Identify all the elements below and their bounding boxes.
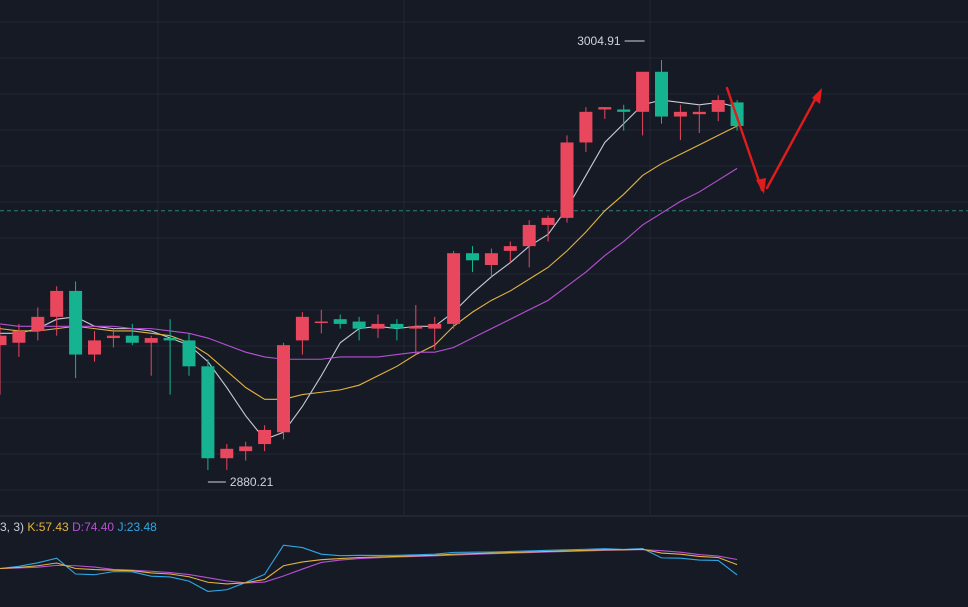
down-arrow-shaft <box>725 86 764 192</box>
down-arrow-head <box>756 178 766 194</box>
up-arrow-head <box>812 88 822 104</box>
candles <box>0 60 744 470</box>
annotation-arrows <box>725 86 822 194</box>
candle-body <box>239 446 253 452</box>
candle-body <box>50 290 64 317</box>
candle-body <box>88 340 101 355</box>
high-price-label: 3004.91 <box>577 34 621 48</box>
kdj-legend-params: 3, 3) <box>0 520 27 534</box>
candle-body <box>636 71 650 112</box>
candle-body <box>106 335 120 339</box>
kdj-legend-item: J:23.48 <box>117 520 157 534</box>
candle-body <box>125 335 139 343</box>
grid <box>0 0 968 517</box>
candle-body <box>314 321 328 324</box>
candle-body <box>352 321 366 329</box>
candle-body <box>617 109 631 112</box>
up-arrow-shaft <box>765 92 820 190</box>
kdj-d-line <box>0 549 738 584</box>
candle-body <box>428 323 442 329</box>
kdj-indicator-panel: 3, 3) K:57.43 D:74.40 J:23.48 <box>0 520 738 592</box>
moving-average-line <box>0 125 738 400</box>
kdj-k-line <box>0 548 738 585</box>
candle-body <box>522 224 536 247</box>
candle-body <box>390 323 404 329</box>
candle-body <box>295 316 309 341</box>
moving-average-line <box>0 167 738 360</box>
low-price-label: 2880.21 <box>230 475 274 489</box>
candle-body <box>447 253 461 324</box>
candle-body <box>69 290 83 355</box>
candle-body <box>333 319 347 324</box>
candle-body <box>0 335 7 346</box>
candle-body <box>258 429 272 445</box>
kdj-legend: 3, 3) K:57.43 D:74.40 J:23.48 <box>0 520 157 534</box>
candle-body <box>466 253 479 261</box>
candle-body <box>201 366 215 459</box>
candle-body <box>560 142 574 218</box>
candle-body <box>673 111 687 117</box>
candle-body <box>31 316 45 331</box>
candle-body <box>503 246 517 251</box>
candle-body <box>12 330 26 343</box>
moving-averages <box>0 99 738 441</box>
price-markers: 3004.91 2880.21 <box>207 34 645 489</box>
moving-average-line <box>0 99 738 441</box>
kdj-legend-item: K:57.43 <box>27 520 72 534</box>
candle-body <box>541 217 555 225</box>
candle-body <box>371 323 385 329</box>
kdj-j-line <box>0 544 738 592</box>
candle-body <box>409 326 423 329</box>
candle-body <box>220 448 234 459</box>
candle-body <box>655 71 668 117</box>
candle-body <box>598 107 612 110</box>
candle-body <box>144 338 158 343</box>
candle-body <box>277 345 290 433</box>
candle-body <box>711 100 725 112</box>
candle-body <box>182 340 196 367</box>
kdj-legend-item: D:74.40 <box>72 520 117 534</box>
candle-body <box>163 338 177 341</box>
candle-body <box>692 111 706 115</box>
candle-body <box>579 111 593 143</box>
candle-body <box>484 253 498 265</box>
